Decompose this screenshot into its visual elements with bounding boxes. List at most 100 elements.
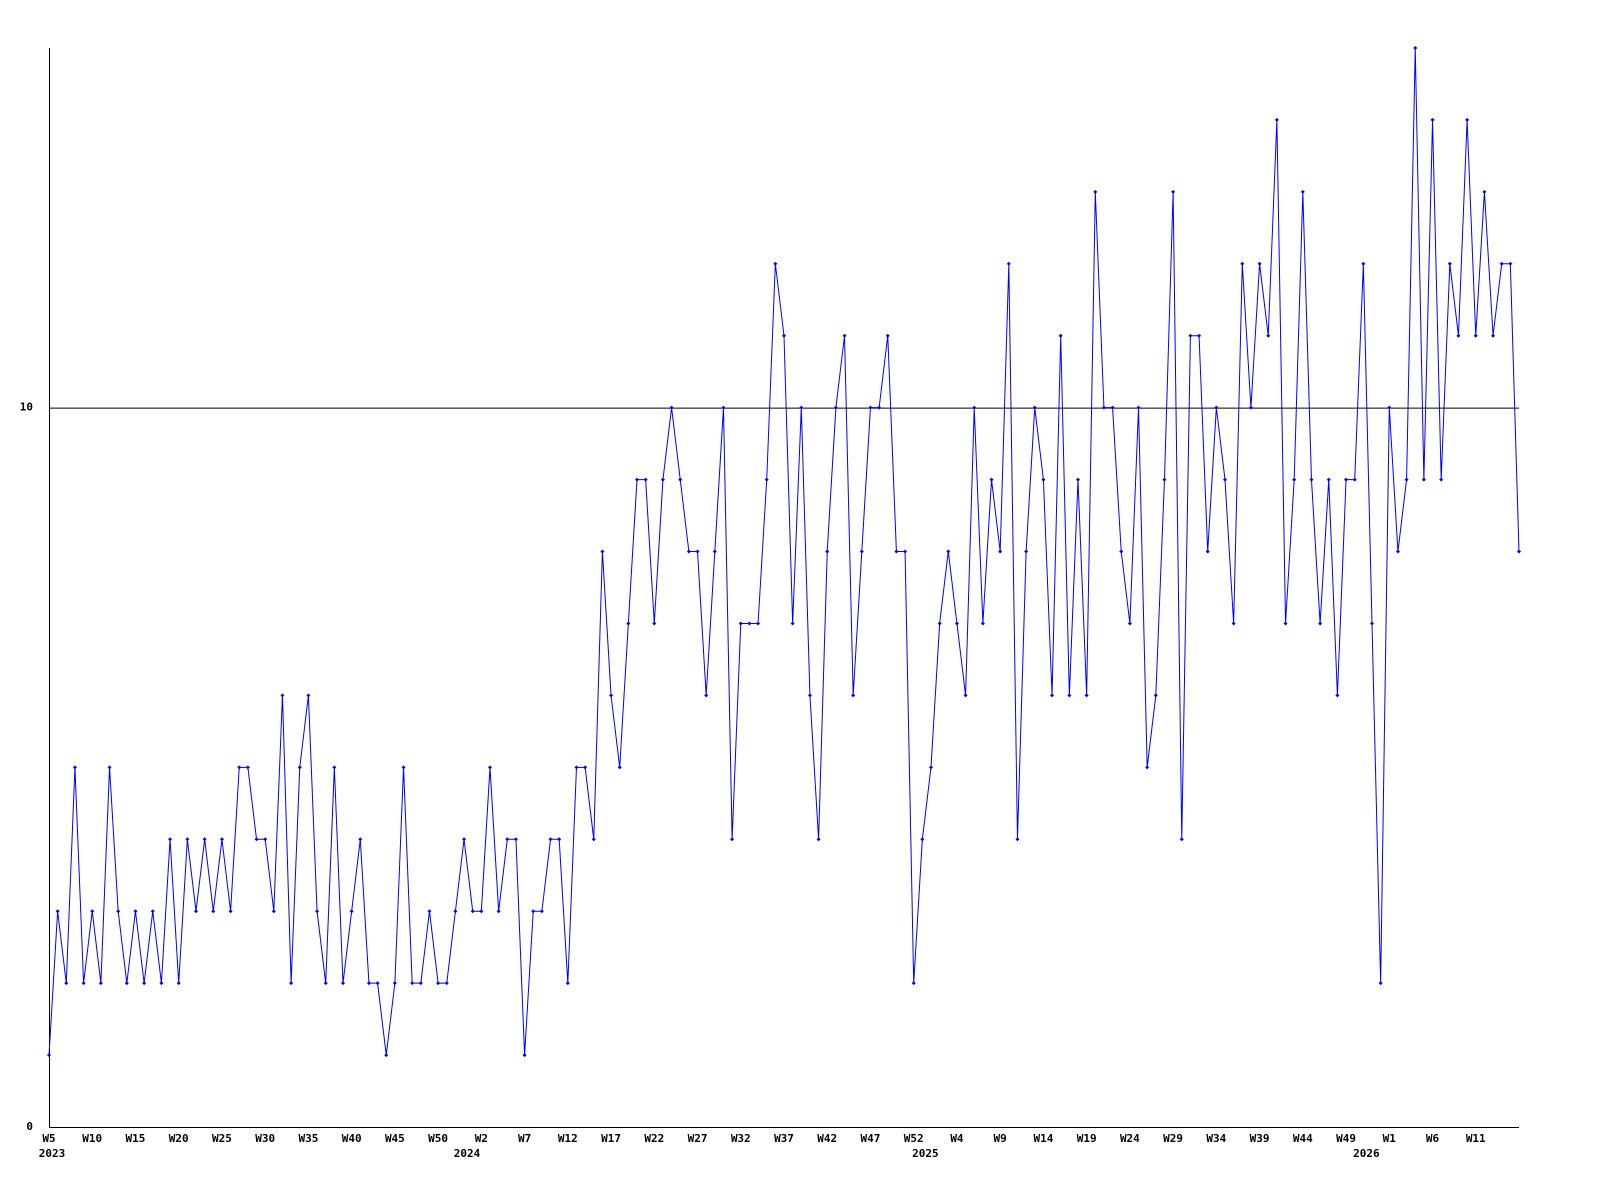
point — [894, 549, 899, 554]
point — [669, 405, 674, 410]
point — [1344, 477, 1349, 482]
x-tick-label: W14 — [1033, 1132, 1053, 1145]
point — [877, 405, 882, 410]
x-tick-label: W5 — [42, 1132, 55, 1145]
point — [47, 1053, 51, 1058]
x-tick-label: W44 — [1293, 1132, 1313, 1145]
point — [989, 477, 994, 482]
point — [358, 837, 363, 842]
x-tick-label: W15 — [126, 1132, 146, 1145]
point — [1517, 549, 1521, 554]
x-tick-label: W7 — [518, 1132, 531, 1145]
point — [980, 621, 985, 626]
line — [48, 47, 1520, 1056]
point — [920, 837, 925, 842]
point — [1093, 189, 1098, 194]
point — [64, 981, 69, 986]
point — [1326, 477, 1331, 482]
point — [1041, 477, 1046, 482]
point — [565, 981, 570, 986]
point — [384, 1053, 389, 1058]
point — [349, 909, 354, 914]
point — [1188, 333, 1193, 338]
point — [1283, 621, 1288, 626]
point — [799, 405, 804, 410]
point — [505, 837, 510, 842]
point — [609, 693, 614, 698]
point — [963, 693, 968, 698]
point — [1491, 333, 1496, 338]
point — [116, 909, 121, 914]
x-tick-label: W47 — [861, 1132, 881, 1145]
point — [55, 909, 60, 914]
x-year-label: 2025 — [912, 1147, 939, 1160]
point — [998, 549, 1003, 554]
point — [1274, 117, 1279, 122]
x-tick-label: W4 — [950, 1132, 964, 1145]
x-tick-label: W20 — [169, 1132, 189, 1145]
point — [1335, 693, 1340, 698]
point — [842, 333, 847, 338]
point — [1248, 405, 1253, 410]
point — [401, 765, 406, 770]
point — [1300, 189, 1305, 194]
point — [453, 909, 458, 914]
point — [1309, 477, 1314, 482]
x-tick-label: W35 — [298, 1132, 318, 1145]
point — [211, 909, 216, 914]
x-tick-label: W25 — [212, 1132, 232, 1145]
point — [306, 693, 311, 698]
point — [790, 621, 795, 626]
point — [1231, 621, 1236, 626]
point — [1361, 261, 1366, 266]
point — [1223, 477, 1227, 482]
point — [496, 909, 501, 914]
point — [557, 837, 562, 842]
point — [237, 765, 242, 770]
point — [133, 909, 138, 914]
x-tick-label: W37 — [774, 1132, 794, 1145]
x-tick-label: W1 — [1383, 1132, 1397, 1145]
point — [764, 477, 769, 482]
point — [1171, 189, 1176, 194]
point — [1162, 477, 1167, 482]
point — [1024, 549, 1029, 554]
point — [946, 549, 951, 554]
point — [1153, 693, 1158, 698]
point — [263, 837, 268, 842]
point — [366, 981, 371, 986]
x-tick-label: W22 — [644, 1132, 664, 1145]
point — [539, 909, 544, 914]
x-tick-label: W10 — [82, 1132, 102, 1145]
x-tick-label: W50 — [428, 1132, 448, 1145]
point — [600, 549, 605, 554]
point — [341, 981, 345, 986]
point — [712, 549, 717, 554]
point — [833, 405, 838, 410]
x-tick-label: W2 — [475, 1132, 488, 1145]
x-tick-label: W52 — [904, 1132, 924, 1145]
point — [686, 549, 691, 554]
point — [1292, 477, 1297, 482]
x-tick-label: W29 — [1163, 1132, 1183, 1145]
point — [695, 549, 700, 554]
point — [1058, 333, 1063, 338]
point — [1076, 477, 1080, 482]
point — [531, 909, 536, 914]
point — [280, 693, 285, 698]
point — [1145, 765, 1150, 770]
point — [185, 837, 190, 842]
point — [617, 765, 622, 770]
point — [868, 405, 873, 410]
point — [825, 549, 830, 554]
point — [635, 477, 639, 482]
point — [392, 981, 397, 986]
point — [289, 981, 294, 986]
point — [1119, 549, 1124, 554]
point — [1050, 693, 1055, 698]
point — [245, 765, 250, 770]
x-tick-label: W30 — [255, 1132, 275, 1145]
point — [583, 765, 588, 770]
point — [375, 981, 380, 986]
point — [816, 837, 821, 842]
